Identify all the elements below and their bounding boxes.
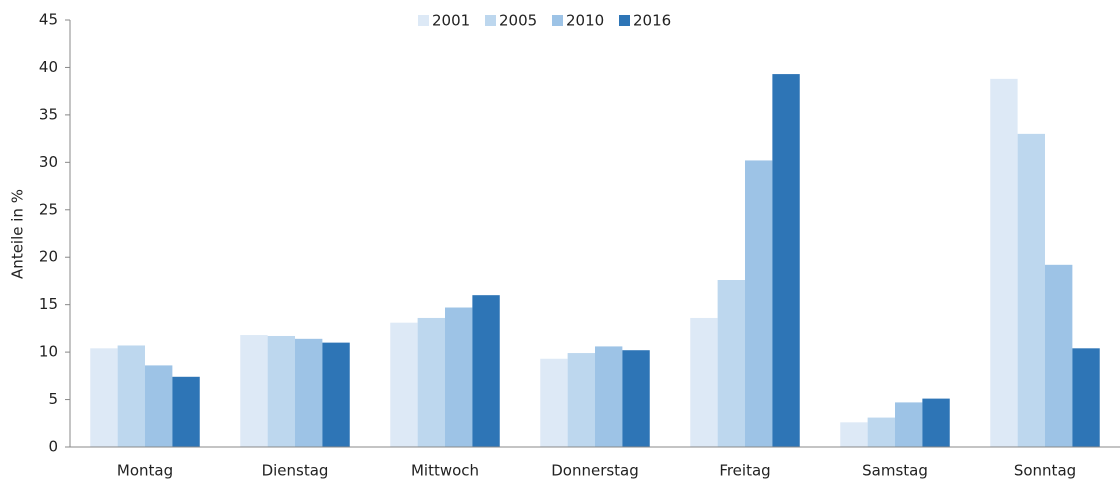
bar [90, 348, 118, 447]
y-tick-label: 10 [39, 343, 58, 361]
y-tick-label: 5 [48, 390, 58, 408]
bar [540, 358, 568, 447]
bar [445, 307, 473, 447]
bar [717, 279, 745, 447]
legend-swatch [485, 15, 496, 26]
bar [1017, 133, 1045, 447]
x-tick-label: Dienstag [262, 462, 329, 480]
bar [745, 160, 773, 448]
x-tick-label: Samstag [862, 462, 928, 480]
x-tick-label: Donnerstag [551, 462, 639, 480]
y-tick-label: 0 [48, 438, 58, 456]
bar [990, 78, 1018, 447]
bar [567, 353, 595, 447]
legend-swatch [619, 15, 630, 26]
legend-label: 2010 [566, 12, 604, 30]
legend-swatch [418, 15, 429, 26]
y-tick-label: 35 [39, 105, 58, 123]
bar [322, 342, 350, 447]
bar [472, 295, 500, 447]
bar [867, 417, 895, 447]
legend-label: 2005 [499, 12, 537, 30]
bar [117, 345, 145, 447]
bar [240, 335, 268, 447]
bar [145, 365, 173, 447]
legend-label: 2001 [432, 12, 470, 30]
y-tick-label: 40 [39, 58, 58, 76]
bar [295, 338, 323, 447]
bar [840, 422, 868, 447]
x-tick-label: Montag [117, 462, 173, 480]
bar [922, 398, 950, 447]
bar [267, 335, 295, 447]
y-tick-label: 15 [39, 295, 58, 313]
bar [690, 317, 718, 447]
x-tick-label: Sonntag [1014, 462, 1076, 480]
y-tick-label: 25 [39, 200, 58, 218]
bar [417, 317, 445, 447]
x-tick-label: Mittwoch [411, 462, 479, 480]
bar [595, 346, 623, 447]
bar [622, 350, 650, 447]
y-tick-label: 30 [39, 153, 58, 171]
y-axis-label: Anteile in % [9, 189, 27, 279]
bar [390, 322, 418, 447]
y-tick-label: 45 [39, 11, 58, 29]
bar [772, 74, 800, 447]
bar [1072, 348, 1100, 447]
legend-label: 2016 [633, 12, 671, 30]
bar [895, 402, 923, 447]
y-tick-label: 20 [39, 248, 58, 266]
x-tick-label: Freitag [719, 462, 770, 480]
bar [172, 376, 200, 447]
bar [1045, 264, 1073, 447]
legend-swatch [552, 15, 563, 26]
